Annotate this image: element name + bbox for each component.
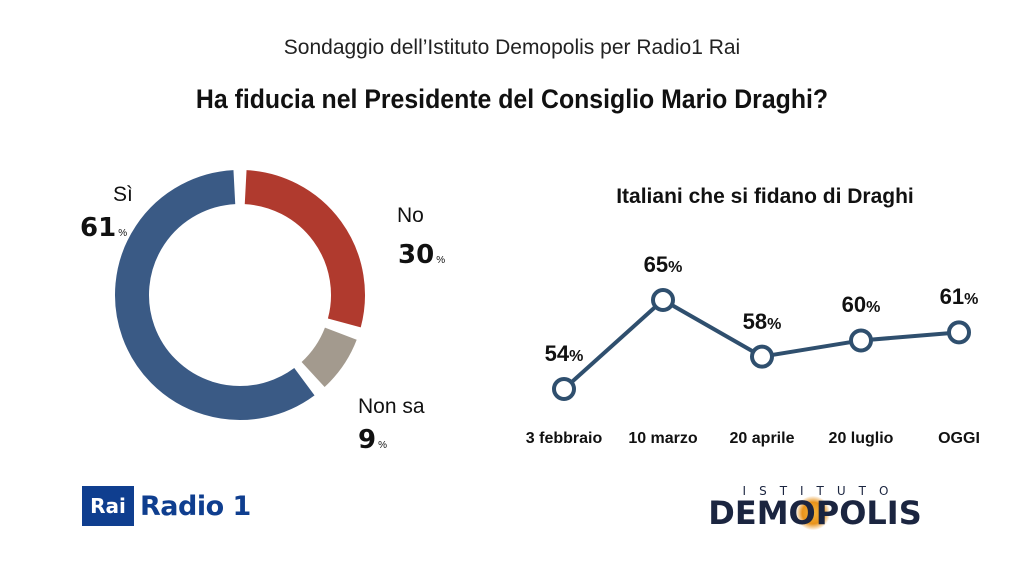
x-axis-label: 20 luglio <box>828 430 894 447</box>
point-value-label: 61% <box>939 284 979 310</box>
rai-radio1-logo: Rai Radio 1 <box>82 486 251 526</box>
donut-slice-non-sa <box>301 327 357 388</box>
x-axis-label: 3 febbraio <box>525 430 603 447</box>
line-chart-title: Italiani che si fidano di Draghi <box>616 185 914 208</box>
point-value-label: 54% <box>544 341 584 366</box>
line-point <box>947 320 971 345</box>
x-axis-label: 20 aprile <box>729 430 795 447</box>
slice-value-non-sa: 9% <box>358 425 387 455</box>
chart-title: Ha fiducia nel Presidente del Consiglio … <box>195 84 829 114</box>
line-point <box>849 328 873 353</box>
point-value-label: 65% <box>643 252 683 277</box>
x-axis-label: 10 marzo <box>628 430 698 447</box>
line-point <box>750 344 774 369</box>
point-value-label: 58% <box>742 308 782 334</box>
radio1-logo-text: Radio 1 <box>140 490 251 522</box>
point-value-label: 60% <box>841 292 881 318</box>
donut-slice-no <box>244 170 365 328</box>
slice-value-si: 61% <box>80 213 128 243</box>
slice-label-non-sa: Non sa <box>358 395 425 418</box>
demopolis-istituto-text: ISTITUTO <box>742 484 902 498</box>
line-point <box>552 377 576 401</box>
x-axis-label: OGGI <box>938 430 980 447</box>
slice-label-si: Sì <box>113 183 133 206</box>
line-point <box>651 288 675 312</box>
slice-value-no: 30% <box>398 240 446 270</box>
chart-subtitle: Sondaggio dell’Istituto Demopolis per Ra… <box>283 36 741 59</box>
rai-logo-box: Rai <box>82 486 134 526</box>
demopolis-wordmark: DEMOPOLIS <box>708 494 922 532</box>
slice-label-no: No <box>397 204 424 227</box>
demopolis-logo: ISTITUTO DEMOPOLIS <box>684 484 946 532</box>
sun-icon <box>796 496 830 530</box>
donut-slice-s- <box>115 170 315 420</box>
